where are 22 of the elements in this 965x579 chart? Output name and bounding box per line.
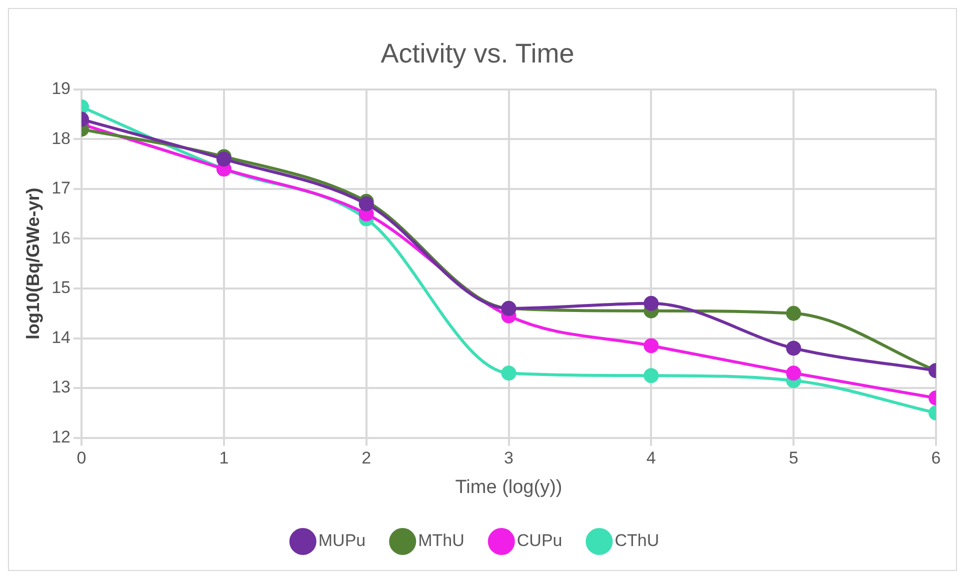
legend-label: CUPu bbox=[516, 531, 562, 550]
x-tick-label: 2 bbox=[362, 448, 372, 468]
x-tick-label: 6 bbox=[931, 448, 941, 468]
y-tick-label: 16 bbox=[52, 228, 71, 248]
x-tick-label: 4 bbox=[646, 448, 656, 468]
x-tick-label: 5 bbox=[788, 448, 798, 468]
y-tick-label: 19 bbox=[52, 79, 71, 98]
y-tick-label: 18 bbox=[52, 128, 71, 148]
x-axis-title: Time (log(y)) bbox=[455, 476, 562, 498]
y-tick-label: 17 bbox=[52, 178, 71, 198]
legend-label: CThU bbox=[614, 531, 660, 550]
y-tick-label: 15 bbox=[52, 278, 71, 298]
y-axis-title: log10(Bq/GWe-yr) bbox=[22, 188, 43, 340]
legend-label: MUPu bbox=[318, 531, 366, 550]
y-tick-label: 12 bbox=[52, 427, 71, 446]
chart-title: Activity vs. Time bbox=[380, 38, 574, 69]
y-tick-label: 13 bbox=[52, 378, 71, 397]
y-tick-label: 14 bbox=[52, 328, 71, 347]
x-tick-label: 3 bbox=[504, 448, 514, 468]
x-tick-label: 1 bbox=[219, 448, 229, 468]
x-tick-label: 0 bbox=[76, 448, 86, 468]
legend-label: MThU bbox=[418, 531, 464, 550]
